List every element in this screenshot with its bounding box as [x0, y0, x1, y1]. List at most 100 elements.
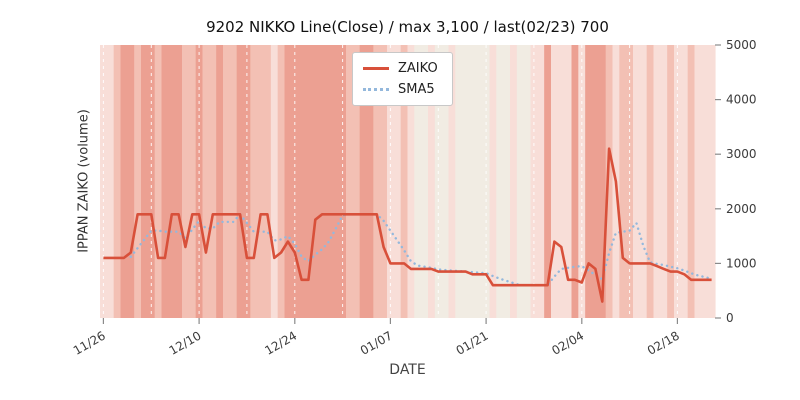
day-band: [373, 45, 381, 318]
day-band: [380, 45, 388, 318]
day-band: [687, 45, 696, 318]
day-band: [674, 45, 682, 318]
day-band: [257, 45, 265, 318]
day-band: [708, 45, 716, 318]
day-band: [202, 45, 210, 318]
day-band: [598, 45, 607, 318]
day-band: [510, 45, 518, 318]
day-band: [277, 45, 286, 318]
day-band: [291, 45, 299, 318]
day-band: [318, 45, 327, 318]
x-tick-label: 11/26: [71, 328, 108, 357]
day-band: [141, 45, 149, 318]
day-band: [537, 45, 545, 318]
day-band: [660, 45, 668, 318]
day-band: [216, 45, 224, 318]
day-band: [346, 45, 354, 318]
legend-label-zaiko: ZAIKO: [398, 61, 438, 76]
day-band: [175, 45, 183, 318]
day-band: [325, 45, 333, 318]
day-band: [605, 45, 614, 318]
day-band: [366, 45, 374, 318]
x-axis-label: DATE: [389, 362, 426, 378]
day-band: [592, 45, 600, 318]
legend-label-sma5: SMA5: [398, 82, 435, 97]
day-band: [516, 45, 525, 318]
day-band: [182, 45, 190, 318]
day-band: [195, 45, 204, 318]
legend: ZAIKO SMA5: [352, 52, 453, 106]
y-tick-label: 3000: [726, 147, 757, 161]
day-band: [585, 45, 593, 318]
day-band: [387, 45, 395, 318]
day-band: [482, 45, 491, 318]
y-tick-label: 4000: [726, 93, 757, 107]
y-tick-label: 2000: [726, 202, 757, 216]
day-band: [496, 45, 504, 318]
day-band: [127, 45, 135, 318]
day-band: [106, 45, 115, 318]
day-band: [284, 45, 292, 318]
day-band: [441, 45, 450, 318]
day-band: [421, 45, 429, 318]
day-band: [544, 45, 552, 318]
day-band: [359, 45, 368, 318]
x-tick-label: 12/10: [167, 328, 204, 357]
day-band: [243, 45, 251, 318]
day-band: [503, 45, 511, 318]
day-band: [551, 45, 559, 318]
day-band: [113, 45, 122, 318]
day-band: [701, 45, 709, 318]
day-band: [434, 45, 443, 318]
y-tick-label: 0: [726, 311, 734, 325]
day-band: [489, 45, 497, 318]
day-band: [311, 45, 320, 318]
x-tick-label: 01/07: [358, 328, 395, 357]
day-band: [305, 45, 313, 318]
day-band: [428, 45, 436, 318]
day-band: [455, 45, 463, 318]
day-band: [557, 45, 566, 318]
day-band: [578, 45, 586, 318]
zaiko-line: [103, 147, 712, 303]
day-band: [209, 45, 217, 318]
y-tick-label: 5000: [726, 38, 757, 52]
day-band: [100, 45, 108, 318]
day-band: [250, 45, 258, 318]
day-band: [626, 45, 634, 318]
day-band: [564, 45, 573, 318]
day-band: [147, 45, 156, 318]
day-band: [639, 45, 648, 318]
day-band: [188, 45, 197, 318]
day-band: [448, 45, 456, 318]
x-tick-label: 01/21: [454, 328, 491, 357]
day-band: [154, 45, 163, 318]
day-band: [653, 45, 661, 318]
day-band: [530, 45, 538, 318]
zaiko-line-sample: [363, 67, 389, 70]
day-band: [414, 45, 422, 318]
sma5-line-sample: [363, 88, 389, 91]
day-band: [633, 45, 641, 318]
day-band: [407, 45, 415, 318]
day-band: [619, 45, 627, 318]
day-band: [352, 45, 361, 318]
day-band: [161, 45, 169, 318]
legend-entry-zaiko: ZAIKO: [363, 61, 438, 76]
day-band: [571, 45, 579, 318]
x-tick-label: 02/04: [549, 328, 586, 357]
day-band: [236, 45, 245, 318]
day-band: [694, 45, 702, 318]
day-band: [393, 45, 402, 318]
chart-title: 9202 NIKKO Line(Close) / max 3,100 / las…: [206, 18, 609, 36]
day-band: [400, 45, 409, 318]
day-band: [523, 45, 532, 318]
day-band: [680, 45, 689, 318]
day-band: [168, 45, 176, 318]
x-tick-label: 02/18: [645, 328, 682, 357]
x-tick-label: 12/24: [262, 328, 299, 357]
y-tick-label: 1000: [726, 256, 757, 270]
sma5-line: [129, 212, 713, 287]
